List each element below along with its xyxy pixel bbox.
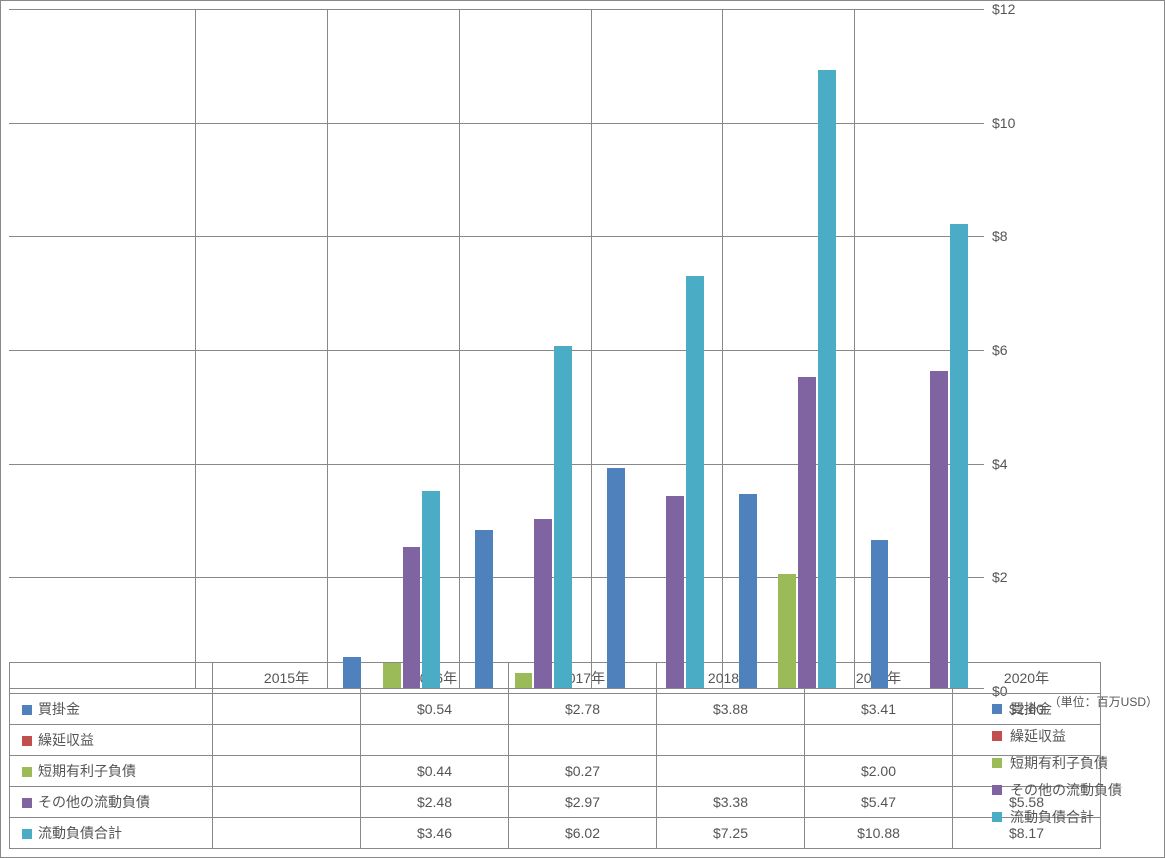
table-cell (213, 756, 361, 787)
series-label: 繰延収益 (38, 732, 94, 748)
category-separator (459, 9, 460, 688)
series-label: 買掛金 (38, 701, 80, 717)
category-separator (722, 9, 723, 688)
legend-marker (22, 829, 32, 839)
table-row: 買掛金$0.54$2.78$3.88$3.41$2.60 (10, 694, 1101, 725)
bar-s4 (403, 547, 421, 688)
table-row: 流動負債合計$3.46$6.02$7.25$10.88$8.17 (10, 818, 1101, 849)
table-cell: $3.38 (657, 787, 805, 818)
table-cell (361, 725, 509, 756)
table-cell: $7.25 (657, 818, 805, 849)
bar-s1 (607, 468, 625, 689)
bar-s1 (871, 540, 889, 688)
table-cell: $2.00 (805, 756, 953, 787)
bar-s1 (475, 530, 493, 688)
plot-area: $0$2$4$6$8$10$12 (9, 9, 984, 689)
gridline (9, 350, 984, 351)
table-cell: $3.46 (361, 818, 509, 849)
legend-marker (992, 785, 1002, 795)
category-separator (591, 9, 592, 688)
chart-container: $0$2$4$6$8$10$12 （単位：百万USD） 2015年 2016年 … (0, 0, 1165, 858)
bar-s3 (515, 673, 533, 688)
right-legend: 買掛金繰延収益短期有利子負債その他の流動負債流動負債合計 (986, 695, 1158, 830)
gridline (9, 577, 984, 578)
table-cell: $3.41 (805, 694, 953, 725)
category-separator (327, 9, 328, 688)
table-cell: $2.78 (509, 694, 657, 725)
table-cell (213, 787, 361, 818)
ytick-label: $12 (992, 1, 1032, 17)
bar-s3 (383, 663, 401, 688)
gridline (9, 123, 984, 124)
legend-marker (992, 731, 1002, 741)
legend-marker (992, 758, 1002, 768)
category-separator (854, 9, 855, 688)
ytick-label: $2 (992, 569, 1032, 585)
table-row: 繰延収益 (10, 725, 1101, 756)
table-row: 短期有利子負債 $0.44$0.27 $2.00 (10, 756, 1101, 787)
label-separator (195, 9, 196, 688)
legend-label: 繰延収益 (1010, 726, 1066, 746)
legend-marker (22, 736, 32, 746)
bar-s3 (778, 574, 796, 688)
table-cell (657, 725, 805, 756)
bar-s5 (686, 276, 704, 688)
legend-marker (22, 705, 32, 715)
data-table: 2015年 2016年 2017年 2018年 2019年 2020年 買掛金$… (9, 662, 1101, 849)
legend-label: 短期有利子負債 (1010, 753, 1108, 773)
table-cell (213, 818, 361, 849)
series-label: 短期有利子負債 (38, 763, 136, 779)
table-cell: $0.27 (509, 756, 657, 787)
table-cell (805, 725, 953, 756)
legend-item: 短期有利子負債 (986, 749, 1158, 776)
bar-s1 (739, 494, 757, 688)
legend-item: 繰延収益 (986, 722, 1158, 749)
ytick-label: $8 (992, 228, 1032, 244)
col-header: 2020年 (953, 663, 1101, 694)
col-header: 2015年 (213, 663, 361, 694)
bar-s5 (554, 346, 572, 688)
series-label: 流動負債合計 (38, 825, 122, 841)
ytick-label: $4 (992, 456, 1032, 472)
table-cell: $2.97 (509, 787, 657, 818)
table-cell: $2.48 (361, 787, 509, 818)
legend-label: 買掛金 (1010, 699, 1052, 719)
table-cell (509, 725, 657, 756)
table-cell: $0.44 (361, 756, 509, 787)
table-cell: $0.54 (361, 694, 509, 725)
legend-item: その他の流動負債 (986, 776, 1158, 803)
bar-s5 (818, 70, 836, 688)
ytick-label: $6 (992, 342, 1032, 358)
table-cell: $3.88 (657, 694, 805, 725)
bar-s1 (343, 657, 361, 688)
legend-item: 買掛金 (986, 695, 1158, 722)
table-cell: $10.88 (805, 818, 953, 849)
ytick-label: $10 (992, 115, 1032, 131)
gridline (9, 9, 984, 10)
legend-item: 流動負債合計 (986, 803, 1158, 830)
table-cell (657, 756, 805, 787)
bar-s5 (422, 491, 440, 688)
legend-label: 流動負債合計 (1010, 807, 1094, 827)
legend-marker (22, 767, 32, 777)
bar-s4 (534, 519, 552, 688)
legend-marker (992, 704, 1002, 714)
gridline (9, 236, 984, 237)
bar-s4 (798, 377, 816, 688)
table-row: その他の流動負債$2.48$2.97$3.38$5.47$5.58 (10, 787, 1101, 818)
table-cell: $5.47 (805, 787, 953, 818)
bar-s4 (666, 496, 684, 688)
bar-s5 (950, 224, 968, 688)
table-cell (213, 725, 361, 756)
series-label: その他の流動負債 (38, 794, 150, 810)
gridline (9, 464, 984, 465)
table-cell: $6.02 (509, 818, 657, 849)
legend-label: その他の流動負債 (1010, 780, 1122, 800)
bar-s4 (930, 371, 948, 688)
table-cell (213, 694, 361, 725)
legend-marker (992, 812, 1002, 822)
legend-marker (22, 798, 32, 808)
